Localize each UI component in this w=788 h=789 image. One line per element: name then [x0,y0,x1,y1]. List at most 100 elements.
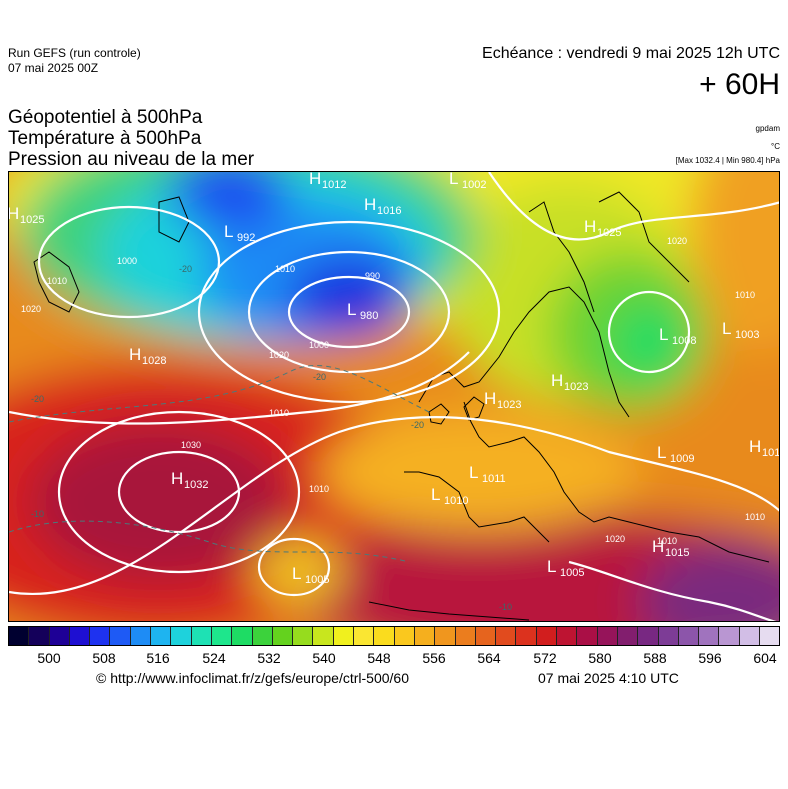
color-scale-tick: 500 [37,650,61,666]
color-scale-swatch [577,627,598,645]
color-scale-swatch [151,627,172,645]
high-pressure-center: H 1015 [652,537,689,559]
high-pressure-center: H 101 [749,437,780,459]
color-scale-swatch [658,627,679,645]
color-scale-swatch [455,627,476,645]
isobar-label: 1010 [275,264,295,274]
variable-temperature: Température à 500hPa [8,128,202,149]
color-scale-swatch [171,627,192,645]
color-scale-swatch [354,627,375,645]
color-scale-swatch [678,627,700,645]
weather-map: H1025L992H1012H1016L1002H1025L980L1003L1… [8,171,780,622]
pressure-center-value: 1009 [670,453,694,465]
color-scale-swatch [475,627,497,645]
color-scale-tick: 596 [698,650,722,666]
coastlines [33,191,770,621]
color-scale-swatch [293,627,314,645]
low-pressure-center: L 980 [347,300,378,322]
pressure-center-value: 1025 [20,214,44,226]
color-scale-swatch [49,627,70,645]
color-scale-swatch [699,627,720,645]
high-pressure-center: H 1023 [484,389,521,411]
isobar-label: 1020 [667,236,687,246]
forecast-valid-time: Echéance : vendredi 9 mai 2025 12h UTC [482,45,780,62]
color-scale-swatch [130,627,152,645]
pressure-center-value: 980 [360,310,378,322]
color-scale-swatch [739,627,760,645]
isobar-label: 1020 [269,350,289,360]
pressure-center-letter: L [224,222,233,241]
pressure-center-letter: H [749,437,761,456]
low-pressure-center: L 1008 [659,325,696,347]
pressure-center-value: 101 [762,447,780,459]
isobar-label: 1010 [735,290,755,300]
isobars [9,172,779,621]
pressure-center-value: 1008 [672,335,696,347]
variable-pressure: Pression au niveau de la mer [8,149,255,170]
isotherm-label: -20 [411,420,424,430]
isobar-label: 1000 [117,256,137,266]
pressure-center-letter: H [171,469,183,488]
pressure-center-value: 1032 [184,479,208,491]
color-scale-swatch [719,627,740,645]
pressure-center-value: 1003 [735,329,759,341]
high-pressure-center: H 1016 [364,195,401,217]
pressure-center-letter: L [657,443,666,462]
low-pressure-center: L 992 [224,222,255,244]
isobar-label: 1000 [309,340,329,350]
color-scale-swatch [435,627,456,645]
low-pressure-center: L 1011 [469,463,506,485]
color-scale-swatch [394,627,415,645]
color-scale-tick: 508 [92,650,116,666]
color-scale-tick: 556 [422,650,446,666]
unit-temperature: °C [771,142,780,151]
high-pressure-center: H 1012 [309,172,346,191]
pressure-center-value: 1010 [444,495,468,507]
color-scale-tick: 524 [202,650,226,666]
isobar-label: 1020 [21,304,41,314]
weather-map-svg: H1025L992H1012H1016L1002H1025L980L1003L1… [9,172,780,621]
temperature-labels: -20 -20 -20 -20 -10 -10 [31,264,512,612]
color-scale-swatch [557,627,578,645]
low-pressure-center: L 1005 [547,557,584,579]
low-pressure-center: L 1009 [657,443,694,465]
lead-time: + 60H [699,68,780,101]
color-scale-swatch [516,627,537,645]
color-scale-swatch [211,627,233,645]
pressure-center-value: 1023 [497,399,521,411]
isobar-label: 1010 [269,408,289,418]
source-url: © http://www.infoclimat.fr/z/gefs/europe… [96,670,410,686]
pressure-center-letter: L [659,325,668,344]
isotherm-label: -20 [313,372,326,382]
pressure-center-value: 1012 [322,179,346,191]
unit-geopotential: gpdam [755,124,780,133]
color-scale-tick: 564 [477,650,501,666]
low-pressure-center: L 1005 [292,564,329,586]
isobar-label: 1020 [605,534,625,544]
color-scale-tick: 572 [533,650,557,666]
pressure-center-value: 1028 [142,355,166,367]
pressure-center-value: 1016 [377,205,401,217]
pressure-center-letter: L [449,172,458,188]
color-scale-tick: 580 [588,650,612,666]
isobar-label: 990 [365,271,380,281]
color-scale-swatch [232,627,253,645]
color-scale-ticks: 500 508 516 524 532 540 548 556 564 572 580 588 596 6… [8,650,780,666]
pressure-center-letter: L [347,300,356,319]
pressure-center-letter: H [584,217,596,236]
color-scale-swatch [759,627,780,645]
color-scale-tick: 548 [367,650,391,666]
run-date: 07 mai 2025 00Z [8,61,99,75]
color-scale-swatch [69,627,91,645]
color-scale-tick: 516 [146,650,170,666]
pressure-center-letter: H [652,537,664,556]
isobar-label: 1010 [745,512,765,522]
pressure-center-value: 1015 [665,547,689,559]
isobar-label: 1010 [657,536,677,546]
pressure-centers: H1025L992H1012H1016L1002H1025L980L1003L1… [9,172,780,586]
color-scale-swatch [90,627,111,645]
high-pressure-center: H 1032 [171,469,208,491]
isotherm-label: -10 [499,602,512,612]
